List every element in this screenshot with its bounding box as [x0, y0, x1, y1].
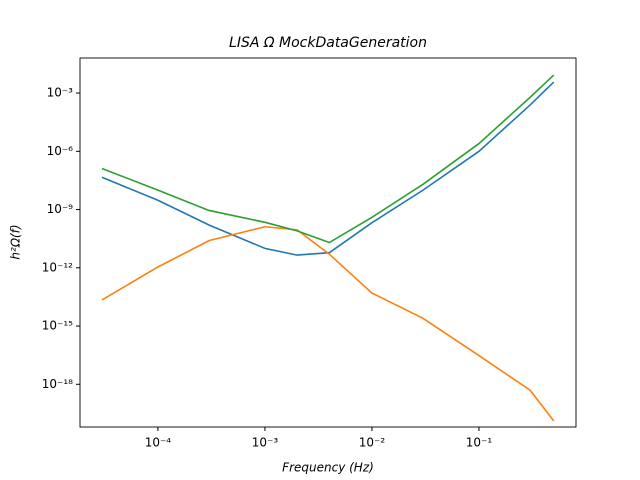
series-line [101, 81, 555, 256]
y-tick-label: 10⁻⁹ [47, 202, 74, 216]
x-tick-label: 10⁻² [359, 436, 386, 450]
series-line [101, 74, 555, 244]
y-tick-label: 10⁻¹⁵ [42, 319, 73, 333]
y-tick-label: 10⁻³ [47, 86, 74, 100]
x-tick-label: 10⁻⁴ [145, 436, 172, 450]
x-axis-label: Frequency (Hz) [282, 461, 374, 475]
x-tick-label: 10⁻³ [252, 436, 279, 450]
chart-title: LISA Ω MockDataGeneration [229, 35, 427, 51]
y-tick-label: 10⁻¹² [42, 260, 73, 274]
y-tick-label: 10⁻¹⁸ [42, 377, 73, 391]
plot-frame [79, 57, 577, 428]
x-tick-label: 10⁻¹ [466, 436, 493, 450]
y-tick-label: 10⁻⁶ [47, 144, 74, 158]
y-axis-label: h²Ω(f) [9, 224, 23, 259]
series-line [101, 225, 555, 422]
